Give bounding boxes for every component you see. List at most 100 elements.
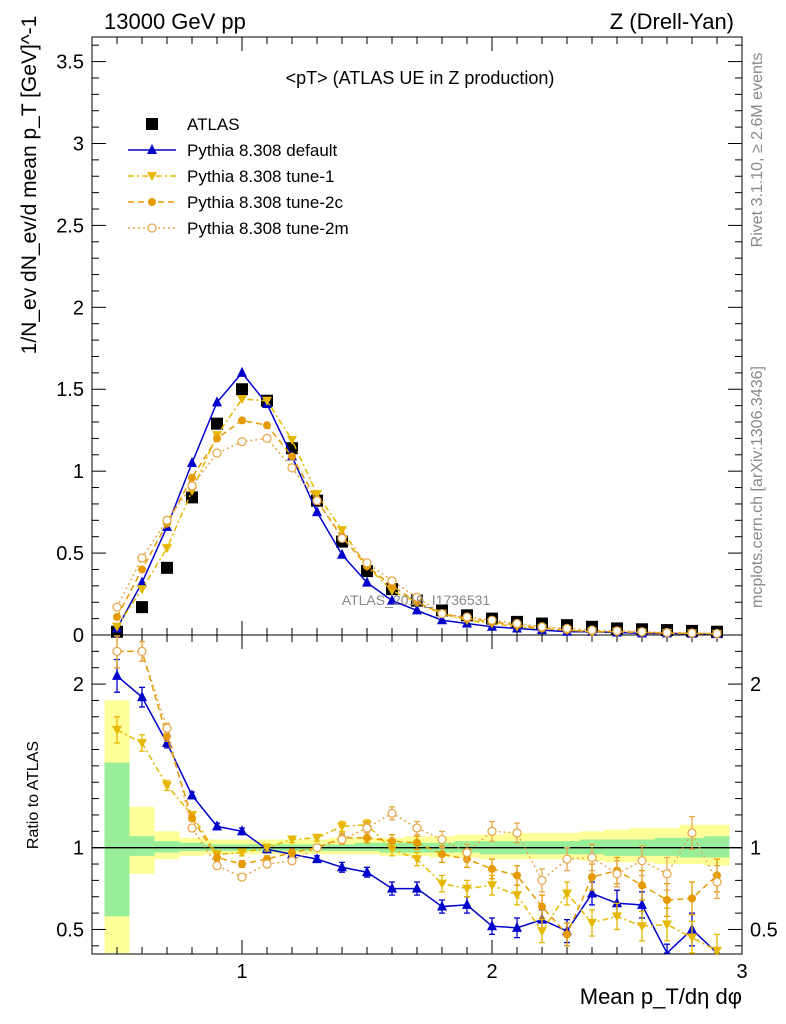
ratio-point-2 xyxy=(462,884,472,894)
data-point-1 xyxy=(237,366,247,377)
ratio-point-3 xyxy=(213,853,221,862)
band-inner-bin xyxy=(654,837,680,856)
ratio-point-1 xyxy=(337,861,347,872)
ratio-point-1 xyxy=(487,920,497,931)
ratio-point-2 xyxy=(512,891,522,901)
data-point-0 xyxy=(136,601,148,614)
data-point-0 xyxy=(211,417,223,430)
chart-title: <pT> (ATLAS UE in Z production) xyxy=(286,68,555,88)
y-tick-label: 2.5 xyxy=(56,215,84,237)
ratio-point-1 xyxy=(237,825,247,836)
ratio-point-1 xyxy=(187,789,197,800)
ratio-point-3 xyxy=(663,896,671,905)
data-point-1 xyxy=(437,614,447,625)
data-point-3 xyxy=(188,473,196,482)
data-point-4 xyxy=(587,625,597,635)
data-point-2 xyxy=(112,622,122,632)
data-point-4 xyxy=(712,628,722,639)
legend-label-0: ATLAS xyxy=(187,115,240,134)
band-inner-bin xyxy=(104,762,130,917)
header-left: 13000 GeV pp xyxy=(104,9,246,34)
y-tick-label: 3.5 xyxy=(56,52,84,74)
data-point-2 xyxy=(162,544,172,554)
header-right: Z (Drell-Yan) xyxy=(610,9,734,34)
y-tick-label: 1.5 xyxy=(56,379,84,401)
band-inner-bin xyxy=(179,842,205,851)
x-tick-label: 2 xyxy=(486,961,497,983)
data-point-0 xyxy=(161,561,173,574)
data-point-3 xyxy=(113,612,121,621)
ratio-point-4 xyxy=(387,808,397,818)
ratio-point-2 xyxy=(712,946,722,956)
y-tick-label: 0.5 xyxy=(56,543,84,565)
data-point-2 xyxy=(262,396,272,406)
ratio-point-2 xyxy=(687,933,697,943)
watermark: ATLAS_2019_I1736531 xyxy=(342,592,491,608)
side-text-top: Rivet 3.1.10, ≥ 2.6M events xyxy=(749,53,766,248)
data-point-1 xyxy=(412,604,422,615)
ratio-point-4 xyxy=(187,823,197,833)
data-point-4 xyxy=(137,553,147,563)
ratio-point-4 xyxy=(237,872,247,882)
ratio-point-4 xyxy=(262,859,272,869)
data-point-4 xyxy=(387,576,397,586)
ratio-point-4 xyxy=(637,856,647,866)
ratio-point-2 xyxy=(262,843,272,853)
data-point-3 xyxy=(138,565,146,574)
ratio-point-3 xyxy=(513,871,521,880)
ratio-tick-label-right: 0.5 xyxy=(750,919,778,941)
ratio-point-2 xyxy=(137,738,147,748)
ratio-y-axis-label: Ratio to ATLAS xyxy=(25,741,42,849)
data-point-1 xyxy=(137,576,147,587)
data-point-4 xyxy=(487,615,497,625)
legend-label-3: Pythia 8.308 tune-2c xyxy=(187,193,343,212)
band-inner-bin xyxy=(354,842,380,851)
data-point-3 xyxy=(288,452,296,461)
legend-label-2: Pythia 8.308 tune-1 xyxy=(187,167,334,186)
y-tick-label: 1 xyxy=(73,461,84,483)
ratio-tick-label-right: 2 xyxy=(750,674,761,696)
ratio-point-3 xyxy=(413,838,421,847)
ratio-tick-label-right: 1 xyxy=(750,838,761,860)
data-point-4 xyxy=(287,463,297,473)
data-point-2 xyxy=(312,490,322,500)
y-tick-label: 2 xyxy=(73,297,84,319)
series-main xyxy=(111,366,723,639)
legend-marker-2 xyxy=(147,172,157,181)
x-tick-label: 3 xyxy=(736,961,747,983)
ratio-tick-label-left: 1 xyxy=(73,838,84,860)
ratio-point-3 xyxy=(538,902,546,911)
y-tick-label: 0 xyxy=(73,625,84,647)
data-point-3 xyxy=(263,421,271,430)
ratio-point-1 xyxy=(137,691,147,702)
ratio-point-2 xyxy=(287,835,297,845)
data-point-3 xyxy=(238,416,246,425)
data-point-4 xyxy=(412,592,422,602)
ratio-point-4 xyxy=(362,823,372,833)
band-inner-bin xyxy=(704,836,730,858)
series-ratio xyxy=(112,635,722,956)
ratio-point-4 xyxy=(462,847,472,858)
ratio-point-2 xyxy=(612,912,622,922)
legend-label-4: Pythia 8.308 tune-2m xyxy=(187,219,349,238)
ratio-point-4 xyxy=(612,869,622,879)
ratio-point-4 xyxy=(487,826,497,836)
legend-marker-3 xyxy=(148,198,156,206)
ratio-point-4 xyxy=(587,852,597,863)
ratio-point-1 xyxy=(112,669,122,680)
ratio-point-1 xyxy=(612,897,622,908)
data-point-4 xyxy=(512,618,522,629)
data-point-3 xyxy=(213,434,221,443)
ratio-point-3 xyxy=(438,850,446,859)
data-point-1 xyxy=(212,396,222,407)
data-point-4 xyxy=(312,496,322,506)
ratio-point-2 xyxy=(537,927,547,937)
ratio-point-4 xyxy=(212,861,222,871)
x-tick-label: 1 xyxy=(236,961,247,983)
ratio-point-1 xyxy=(362,866,372,877)
ratio-point-2 xyxy=(487,881,497,891)
data-point-2 xyxy=(287,436,297,446)
ratio-point-3 xyxy=(288,848,296,857)
legend-label-1: Pythia 8.308 default xyxy=(187,141,338,160)
